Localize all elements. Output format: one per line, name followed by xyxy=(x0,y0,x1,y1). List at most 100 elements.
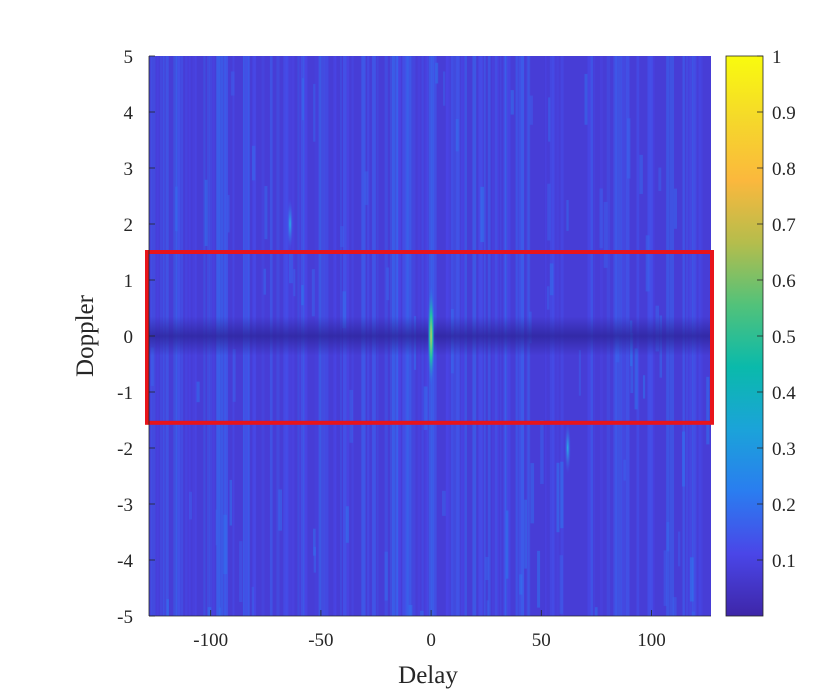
texture-streak xyxy=(207,607,212,616)
texture-streak xyxy=(537,550,541,608)
texture-streak xyxy=(189,491,193,520)
heatmap-area xyxy=(149,56,711,616)
main-peak xyxy=(427,285,435,387)
y-tick-label: 0 xyxy=(124,327,134,348)
texture-streak xyxy=(349,389,354,443)
texture-streak xyxy=(408,604,413,616)
y-axis-label: Doppler xyxy=(72,294,99,377)
texture-streak xyxy=(666,522,670,552)
texture-streak xyxy=(682,431,686,487)
y-tick-label: 4 xyxy=(124,103,134,124)
colorbar-tick-label: 0.7 xyxy=(772,215,796,236)
texture-streak xyxy=(578,350,581,396)
x-axis: -100 -50 0 50 100 xyxy=(149,610,711,651)
texture-streak xyxy=(251,145,256,181)
texture-streak xyxy=(689,557,694,602)
texture-streak xyxy=(443,71,446,106)
y-tick-label: -4 xyxy=(117,551,133,572)
texture-streak xyxy=(230,71,235,96)
y-tick-label: 1 xyxy=(124,271,134,292)
side-lobe xyxy=(287,198,294,250)
texture-streak xyxy=(227,195,230,233)
texture-streak xyxy=(480,186,484,243)
texture-streak xyxy=(342,291,347,329)
texture-streak xyxy=(313,546,317,573)
texture-streak xyxy=(548,97,551,142)
texture-streak xyxy=(386,267,390,301)
texture-streak xyxy=(229,479,233,526)
texture-streak xyxy=(264,186,268,240)
x-tick-label: 0 xyxy=(426,630,436,651)
colorbar-tick-label: 0.5 xyxy=(772,327,796,348)
colorbar-tick-label: 0.4 xyxy=(772,383,796,404)
texture-streak xyxy=(340,226,344,248)
texture-streak xyxy=(626,118,631,179)
x-tick-label: 100 xyxy=(637,630,666,651)
x-tick-label: 50 xyxy=(532,630,551,651)
texture-streak xyxy=(150,347,154,386)
texture-streak xyxy=(419,610,424,616)
texture-streak xyxy=(313,83,316,142)
texture-streak xyxy=(232,349,236,402)
texture-streak xyxy=(505,510,509,579)
texture-streak xyxy=(623,459,627,481)
texture-streak xyxy=(639,154,643,194)
texture-streak xyxy=(301,285,304,306)
texture-streak xyxy=(486,600,489,616)
y-tick-label: 2 xyxy=(124,215,134,236)
texture-streak xyxy=(519,574,523,595)
texture-streak xyxy=(442,490,446,516)
texture-streak xyxy=(435,62,439,84)
texture-streak xyxy=(485,556,489,581)
y-tick-label: -2 xyxy=(117,439,133,460)
texture-streak xyxy=(603,201,608,268)
x-tick-label: -50 xyxy=(308,630,333,651)
texture-streak xyxy=(251,586,254,616)
texture-streak xyxy=(218,607,221,616)
colorbar-tick-label: 1 xyxy=(772,47,782,68)
texture-streak xyxy=(645,235,650,292)
texture-streak xyxy=(278,489,283,531)
texture-streak xyxy=(634,348,638,410)
y-axis: -5 -4 -3 -2 -1 0 1 2 3 4 5 xyxy=(117,47,155,628)
texture-streak xyxy=(546,286,550,310)
colorbar-tick-label: 0.9 xyxy=(772,103,796,124)
texture-streak xyxy=(566,200,569,231)
texture-streak xyxy=(239,541,243,603)
texture-streak xyxy=(364,171,369,205)
y-tick-label: -3 xyxy=(117,495,133,516)
texture-streak xyxy=(599,188,603,249)
texture-streak xyxy=(345,506,349,543)
texture-streak xyxy=(547,183,551,241)
texture-streak xyxy=(529,95,533,125)
texture-streak xyxy=(263,268,267,295)
texture-streak xyxy=(560,461,564,529)
highlight-box xyxy=(145,250,714,425)
colorbar-tick-label: 0.2 xyxy=(772,495,796,516)
texture-streak xyxy=(166,599,170,616)
texture-streak xyxy=(673,188,678,229)
texture-streak xyxy=(175,186,178,232)
heatmap-features xyxy=(287,198,571,474)
texture-streak xyxy=(204,179,208,246)
side-lobe xyxy=(564,422,571,474)
texture-streak xyxy=(530,463,535,524)
colorbar-tick-label: 0.3 xyxy=(772,439,796,460)
colorbar: 0.1 0.2 0.3 0.4 0.5 0.6 0.7 0.8 0.9 1 xyxy=(725,47,796,617)
texture-streak xyxy=(691,611,695,616)
x-tick-label: -100 xyxy=(193,630,228,651)
texture-streak xyxy=(658,167,662,191)
colorbar-ticks: 0.1 0.2 0.3 0.4 0.5 0.6 0.7 0.8 0.9 1 xyxy=(757,47,796,572)
texture-streak xyxy=(549,263,554,296)
texture-streak xyxy=(301,78,305,121)
texture-streak xyxy=(556,462,560,533)
texture-streak xyxy=(524,499,527,569)
texture-streak xyxy=(384,551,388,601)
texture-streak xyxy=(223,514,228,575)
texture-streak xyxy=(455,118,459,152)
colorbar-gradient xyxy=(725,55,764,617)
texture-streak xyxy=(423,386,428,430)
texture-streak xyxy=(293,269,296,297)
texture-streak xyxy=(559,555,564,614)
y-tick-label: -1 xyxy=(117,383,133,404)
